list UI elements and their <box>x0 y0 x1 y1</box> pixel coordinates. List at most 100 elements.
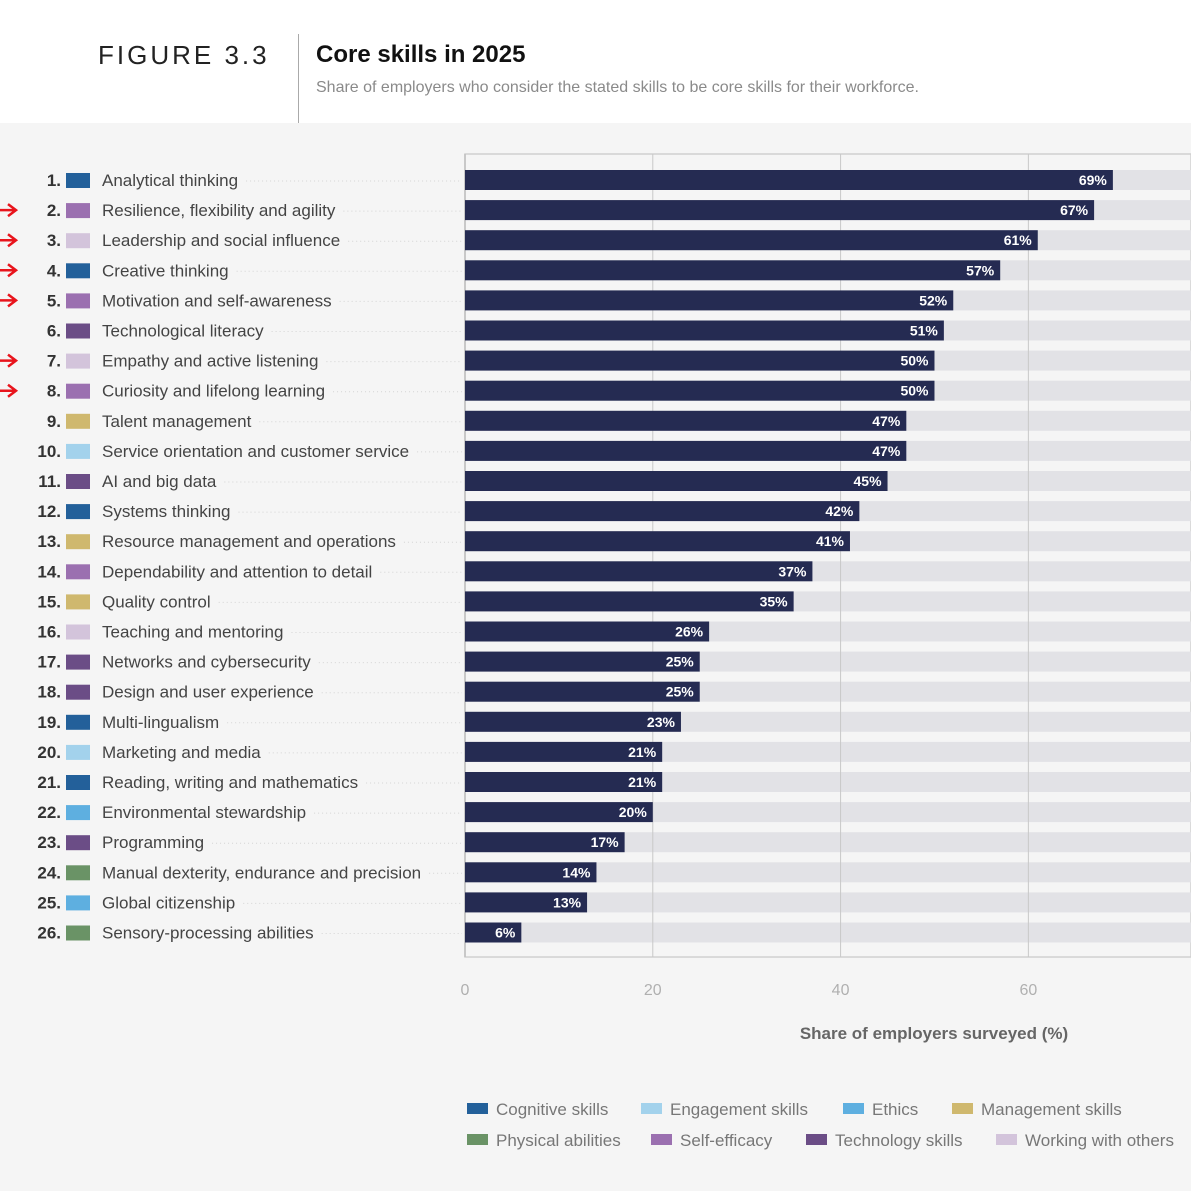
category-swatch <box>66 534 90 550</box>
bar-value-label: 14% <box>562 864 591 880</box>
bar-value-label: 51% <box>910 323 939 339</box>
bar-value-label: 50% <box>900 353 929 369</box>
row-rank: 5. <box>47 291 61 310</box>
category-swatch <box>66 865 90 881</box>
x-tick-label: 20 <box>644 982 662 999</box>
bar <box>465 591 794 612</box>
bar-value-label: 67% <box>1060 202 1089 218</box>
row-rank: 6. <box>47 322 61 341</box>
category-swatch <box>66 714 90 730</box>
row-rank: 16. <box>37 623 61 642</box>
skill-label: AI and big data <box>102 472 217 491</box>
bar <box>465 621 710 642</box>
skill-label: Manual dexterity, endurance and precisio… <box>102 863 421 882</box>
x-axis-label: Share of employers surveyed (%) <box>800 1024 1068 1043</box>
bar-value-label: 25% <box>666 684 695 700</box>
bar-value-label: 52% <box>919 292 948 308</box>
skill-label: Global citizenship <box>102 893 235 912</box>
skill-label: Analytical thinking <box>102 171 238 190</box>
red-arrow-icon <box>0 263 19 278</box>
bar <box>465 892 588 913</box>
x-tick-label: 60 <box>1019 982 1037 999</box>
category-swatch <box>66 564 90 580</box>
category-swatch <box>66 744 90 760</box>
bar-value-label: 21% <box>628 744 657 760</box>
bar-track <box>465 832 1191 853</box>
skill-label: Multi-lingualism <box>102 713 219 732</box>
category-swatch <box>66 775 90 790</box>
bar-value-label: 35% <box>760 593 789 609</box>
category-swatch <box>66 805 90 821</box>
row-rank: 3. <box>47 231 61 250</box>
bar-value-label: 69% <box>1079 172 1108 188</box>
skill-label: Talent management <box>102 412 252 431</box>
bar-value-label: 21% <box>628 774 657 790</box>
bar <box>465 380 935 401</box>
bar <box>465 741 663 762</box>
category-swatch <box>66 263 90 279</box>
bar-value-label: 47% <box>872 413 901 429</box>
row-rank: 24. <box>37 863 61 882</box>
bar-value-label: 17% <box>591 834 620 850</box>
skill-label: Design and user experience <box>102 683 314 702</box>
bar <box>465 230 1038 251</box>
bar-value-label: 6% <box>495 925 516 941</box>
red-arrow-icon <box>0 383 19 398</box>
bar-value-label: 50% <box>900 383 929 399</box>
skill-label: Motivation and self-awareness <box>102 291 332 310</box>
bar-value-label: 20% <box>619 804 648 820</box>
row-rank: 8. <box>47 382 61 401</box>
red-arrow-icon <box>0 353 19 368</box>
row-rank: 22. <box>37 803 61 822</box>
row-rank: 19. <box>37 713 61 732</box>
bar <box>465 561 813 582</box>
row-rank: 18. <box>37 683 61 702</box>
row-rank: 25. <box>37 893 61 912</box>
bar <box>465 200 1095 221</box>
skill-label: Creative thinking <box>102 261 229 280</box>
category-swatch <box>66 353 90 369</box>
figure-header: FIGURE 3.3 Core skills in 2025 Share of … <box>0 0 1191 123</box>
legend-item: Physical abilities <box>496 1131 621 1150</box>
bar-track <box>465 922 1191 943</box>
skill-label: Reading, writing and mathematics <box>102 773 358 792</box>
bar <box>465 802 653 823</box>
red-arrow-icon <box>0 233 19 248</box>
bar-value-label: 41% <box>816 533 845 549</box>
skill-label: Service orientation and customer service <box>102 442 409 461</box>
bar <box>465 501 860 522</box>
x-tick-label: 40 <box>832 982 850 999</box>
bar-value-label: 61% <box>1004 232 1033 248</box>
bar <box>465 410 907 431</box>
skill-label: Resilience, flexibility and agility <box>102 201 336 220</box>
row-rank: 17. <box>37 653 61 672</box>
skill-label: Dependability and attention to detail <box>102 562 372 581</box>
legend-swatch <box>467 1134 488 1145</box>
category-swatch <box>66 383 90 399</box>
bar <box>465 862 597 883</box>
row-rank: 4. <box>47 261 61 280</box>
category-swatch <box>66 293 90 309</box>
bar-value-label: 37% <box>778 563 807 579</box>
bar-track <box>465 892 1191 913</box>
bar-value-label: 57% <box>966 262 995 278</box>
bar-value-label: 23% <box>647 714 676 730</box>
row-rank: 9. <box>47 412 61 431</box>
legend-item: Ethics <box>872 1100 918 1119</box>
bar <box>465 170 1113 190</box>
row-rank: 15. <box>37 592 61 611</box>
category-swatch <box>66 233 90 249</box>
row-rank: 1. <box>47 171 61 190</box>
row-rank: 2. <box>47 201 61 220</box>
skill-label: Networks and cybersecurity <box>102 653 311 672</box>
bar <box>465 531 850 552</box>
bar <box>465 440 907 461</box>
category-swatch <box>66 654 90 670</box>
skill-label: Programming <box>102 833 204 852</box>
row-rank: 14. <box>37 562 61 581</box>
category-swatch <box>66 504 90 520</box>
bar-value-label: 42% <box>825 503 854 519</box>
bar <box>465 651 700 672</box>
category-swatch <box>66 443 90 459</box>
